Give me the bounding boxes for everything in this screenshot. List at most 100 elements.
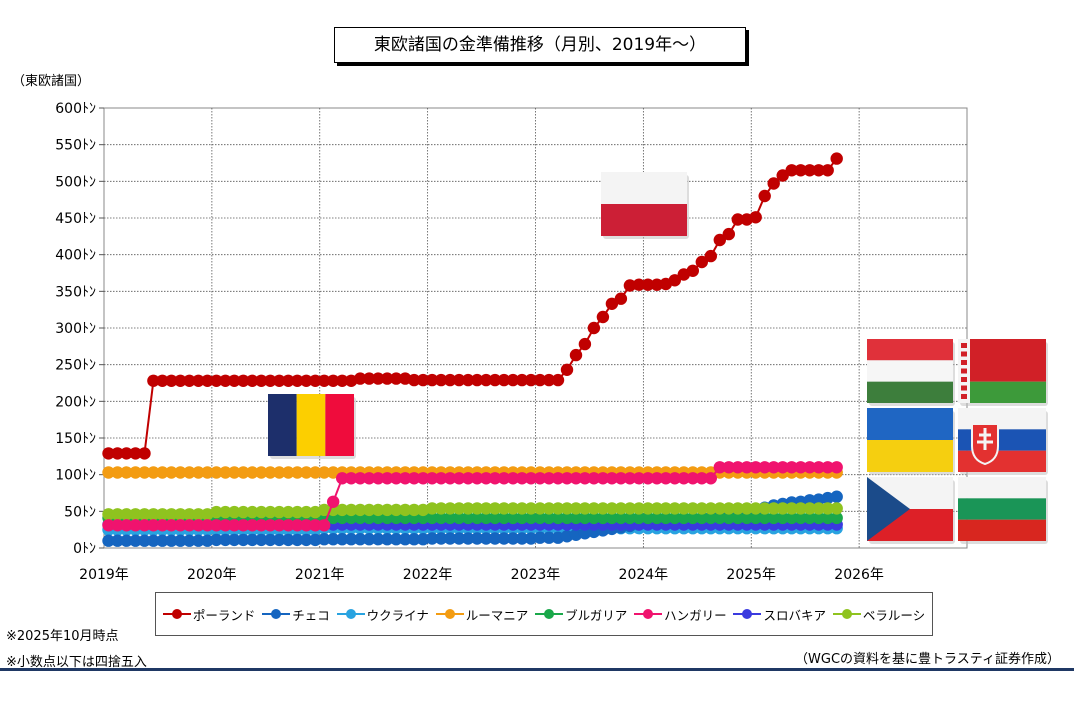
data-point [785,511,798,525]
data-point [596,310,610,324]
data-point [255,466,268,479]
data-point [219,533,232,547]
y-tick-label: 450ﾄﾝ [55,211,96,227]
data-point [228,466,241,479]
data-point [309,519,322,532]
legend-item: ルーマニア [435,605,529,624]
data-point [390,472,403,485]
legend-item: ポーランド [162,605,255,624]
data-point [785,461,798,474]
data-point [282,505,295,519]
data-point [677,511,690,525]
legend-marker [435,608,464,620]
data-point [515,502,529,515]
data-point [156,519,169,532]
data-point [605,502,619,515]
data-point [785,502,798,515]
data-point [614,292,628,305]
data-point [722,502,735,515]
data-point [803,164,816,177]
data-point [560,472,574,485]
data-point [470,532,484,545]
data-point [524,472,538,485]
data-point [578,502,592,515]
data-point [434,373,448,387]
data-point [560,363,574,376]
data-point [165,508,178,521]
chart-title: 東欧諸国の金準備推移（月別、2019年～） [334,27,746,63]
data-point [668,511,681,525]
data-point [156,374,169,387]
flag-band [325,394,354,456]
data-point [812,502,825,515]
data-point [830,511,843,525]
data-point [650,278,664,291]
belarus-ornament-mark [961,394,967,399]
data-point [767,511,780,525]
footer-rule [0,668,1074,671]
data-point [587,321,601,335]
x-tick-label: 2022年 [403,567,453,583]
data-point [273,374,286,387]
data-point [524,502,538,515]
data-point [830,502,843,515]
data-point [291,533,304,547]
data-point [821,164,834,177]
data-point [533,502,547,515]
data-point [668,274,681,287]
data-point [803,502,816,515]
data-point [300,519,313,532]
data-point [704,249,717,263]
data-point [515,373,529,387]
data-point [488,472,502,485]
data-point [363,472,376,485]
romania-flag [268,394,356,459]
data-point [147,534,160,547]
data-point [794,164,807,177]
data-point [659,502,672,515]
legend-marker [262,608,291,620]
data-point [372,503,385,517]
data-point [704,472,717,485]
data-point [542,472,556,485]
data-point [767,177,780,190]
flag-band [958,450,1046,472]
data-point [102,466,115,479]
data-point [381,372,394,385]
data-point [273,466,286,479]
legend-marker [733,608,762,620]
data-point [695,502,708,515]
data-point [282,519,295,532]
data-point [461,373,475,387]
data-point [668,472,681,485]
data-point [192,374,205,387]
belarus-ornament-mark [961,360,967,365]
data-point [192,519,205,532]
data-point [632,472,646,485]
series-layer [102,152,843,547]
data-point [767,461,780,474]
data-point [120,508,133,521]
data-point [488,511,502,525]
legend-item: スロバキア [733,605,826,624]
x-tick-label: 2023年 [511,567,561,583]
data-point [641,472,655,485]
data-point [183,466,196,479]
legend-label: ルーマニア [465,607,529,623]
data-point [506,532,520,545]
data-point [749,461,762,474]
data-point [650,511,664,525]
data-point [758,511,771,525]
data-point [336,374,349,387]
data-point [434,511,448,525]
data-point [578,337,592,351]
data-point [632,502,646,515]
data-point [794,461,807,474]
data-point [443,511,457,525]
poland-flag [601,172,689,239]
data-point [192,466,205,479]
data-point [785,164,798,177]
data-point [399,533,412,546]
data-point [102,447,115,460]
data-point [605,297,619,310]
